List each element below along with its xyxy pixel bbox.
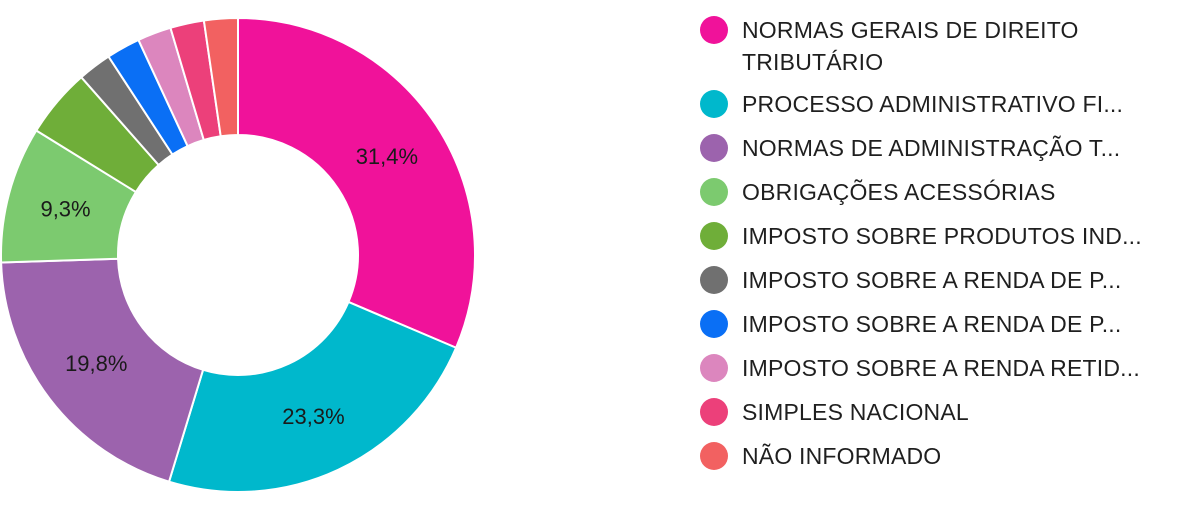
slice-value-label-4: 9,3% xyxy=(40,196,90,221)
legend-label: NÃO INFORMADO xyxy=(742,443,942,469)
legend-item[interactable]: IMPOSTO SOBRE PRODUTOS IND... xyxy=(700,220,1180,264)
slice-value-label-2: 23,3% xyxy=(282,404,344,429)
donut-slice-1[interactable] xyxy=(237,16,476,350)
legend-swatch xyxy=(700,266,728,294)
legend-item[interactable]: NORMAS DE ADMINISTRAÇÃO T... xyxy=(700,132,1180,176)
slice-value-label-1: 31,4% xyxy=(356,144,418,169)
legend-swatch xyxy=(700,442,728,470)
legend-item[interactable]: NORMAS GERAIS DE DIREITO TRIBUTÁRIO xyxy=(700,14,1180,88)
donut-slice-2[interactable] xyxy=(167,300,458,493)
legend-label: IMPOSTO SOBRE A RENDA DE P... xyxy=(742,311,1122,337)
legend-label: IMPOSTO SOBRE A RENDA DE P... xyxy=(742,267,1122,293)
donut-slice-10[interactable] xyxy=(202,16,239,138)
slice-value-label-3: 19,8% xyxy=(65,351,127,376)
legend-label: IMPOSTO SOBRE A RENDA RETID... xyxy=(742,355,1140,381)
legend-item[interactable]: PROCESSO ADMINISTRATIVO FI... xyxy=(700,88,1180,132)
legend-item[interactable]: IMPOSTO SOBRE A RENDA DE P... xyxy=(700,264,1180,308)
legend-swatch xyxy=(700,178,728,206)
legend-label: NORMAS GERAIS DE DIREITO TRIBUTÁRIO xyxy=(742,17,1079,75)
legend-item[interactable]: IMPOSTO SOBRE A RENDA DE P... xyxy=(700,308,1180,352)
legend-swatch xyxy=(700,90,728,118)
legend-swatch xyxy=(700,398,728,426)
legend-label: PROCESSO ADMINISTRATIVO FI... xyxy=(742,91,1124,117)
legend-swatch xyxy=(700,134,728,162)
legend-swatch xyxy=(700,310,728,338)
legend: NORMAS GERAIS DE DIREITO TRIBUTÁRIO PROC… xyxy=(700,14,1180,484)
legend-label: NORMAS DE ADMINISTRAÇÃO T... xyxy=(742,135,1121,161)
legend-swatch xyxy=(700,16,728,44)
legend-label: SIMPLES NACIONAL xyxy=(742,399,969,425)
legend-swatch xyxy=(700,354,728,382)
donut-slice-3[interactable] xyxy=(0,257,205,483)
legend-swatch xyxy=(700,222,728,250)
legend-item[interactable]: NÃO INFORMADO xyxy=(700,440,1180,484)
legend-label: IMPOSTO SOBRE PRODUTOS IND... xyxy=(742,223,1142,249)
legend-item[interactable]: SIMPLES NACIONAL xyxy=(700,396,1180,440)
legend-label: OBRIGAÇÕES ACESSÓRIAS xyxy=(742,179,1056,205)
donut-chart: 31,4% 23,3% 19,8% 9,3% xyxy=(0,16,476,493)
legend-item[interactable]: IMPOSTO SOBRE A RENDA RETID... xyxy=(700,352,1180,396)
legend-item[interactable]: OBRIGAÇÕES ACESSÓRIAS xyxy=(700,176,1180,220)
